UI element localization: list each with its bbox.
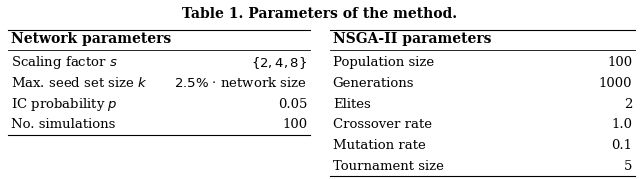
Text: Mutation rate: Mutation rate: [333, 139, 426, 152]
Text: Table 1. Parameters of the method.: Table 1. Parameters of the method.: [182, 7, 458, 21]
Text: IC probability $p$: IC probability $p$: [11, 96, 118, 113]
Text: $\{2,4,8\}$: $\{2,4,8\}$: [251, 55, 307, 71]
Text: 5: 5: [624, 160, 632, 173]
Text: Scaling factor $s$: Scaling factor $s$: [11, 54, 118, 71]
Text: 2: 2: [624, 98, 632, 111]
Text: Crossover rate: Crossover rate: [333, 118, 432, 131]
Text: 100: 100: [607, 56, 632, 69]
Text: NSGA-II parameters: NSGA-II parameters: [333, 32, 492, 46]
Text: 0.1: 0.1: [611, 139, 632, 152]
Text: 0.05: 0.05: [278, 98, 307, 111]
Text: Elites: Elites: [333, 98, 371, 111]
Text: Population size: Population size: [333, 56, 434, 69]
Text: 1000: 1000: [599, 77, 632, 90]
Text: Max. seed set size $k$: Max. seed set size $k$: [11, 76, 148, 90]
Text: $2.5\%$ $\cdot$ network size: $2.5\%$ $\cdot$ network size: [174, 76, 307, 90]
Text: 1.0: 1.0: [611, 118, 632, 131]
Text: Network parameters: Network parameters: [11, 32, 171, 46]
Text: 100: 100: [282, 118, 307, 131]
Text: Tournament size: Tournament size: [333, 160, 444, 173]
Text: No. simulations: No. simulations: [11, 118, 115, 131]
Text: Generations: Generations: [333, 77, 414, 90]
